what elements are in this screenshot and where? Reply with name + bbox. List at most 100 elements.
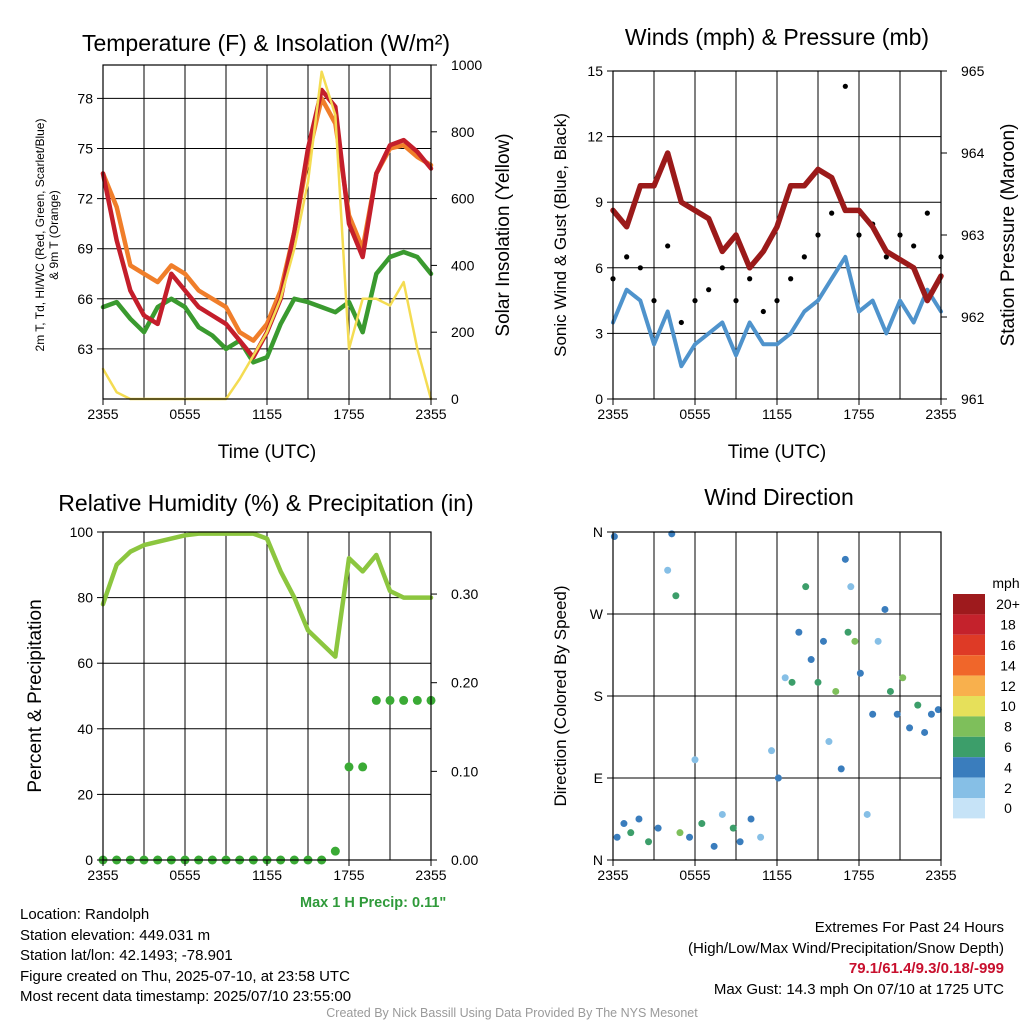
insolation-y-axis-label: Solar Insolation (Yellow) — [493, 133, 514, 336]
direction-point — [654, 824, 662, 832]
winds-panel: Winds (mph) & Pressure (mb) 2355 0555 1155… — [551, 24, 1019, 463]
y-tick-label: 9 — [595, 194, 603, 210]
x-tick-label: 2355 — [597, 867, 628, 883]
x-tick-label: 2355 — [925, 867, 956, 883]
x-tick-label: 2355 — [87, 867, 118, 883]
direction-point — [668, 530, 676, 538]
temperature-panel: Temperature (F) & Insolation (W/m²) 2355… — [33, 30, 514, 463]
x-tick-label: 1755 — [843, 406, 874, 422]
y-tick-label: 12 — [587, 129, 603, 145]
colorbar-label: 10 — [1000, 698, 1016, 714]
x-tick-label: 1755 — [333, 406, 364, 422]
y2-tick-label: 962 — [961, 309, 985, 325]
temperature-y-axis-label-line1: 2m T, Td, HI/WC (Red, Green, Scarlet/Blu… — [33, 119, 47, 352]
extremes-subtitle: (High/Low/Max Wind/Precipitation/Snow De… — [688, 939, 1004, 957]
y2-tick-label: 961 — [961, 391, 985, 407]
winds-x-axis-label: Time (UTC) — [728, 442, 827, 463]
x-tick-label: 0555 — [169, 406, 200, 422]
y-tick-label: N — [593, 852, 603, 868]
y-tick-label: 69 — [77, 241, 93, 257]
gust-point — [678, 319, 684, 326]
colorbar-swatch — [953, 594, 985, 615]
direction-point — [886, 687, 894, 695]
direction-point — [676, 829, 684, 837]
direction-point — [921, 728, 929, 736]
colorbar-swatch — [953, 716, 985, 737]
extremes-title: Extremes For Past 24 Hours — [814, 919, 1004, 936]
direction-point — [620, 820, 628, 828]
gust-point — [624, 254, 630, 260]
x-tick-label: 1155 — [252, 406, 282, 422]
y2-tick-label: 965 — [961, 63, 985, 79]
precip-point — [330, 846, 340, 856]
y-tick-label: 40 — [77, 721, 93, 737]
y2-tick-label: 0.30 — [451, 586, 478, 602]
colorbar-swatch — [953, 696, 985, 717]
gust-point — [665, 243, 671, 249]
y-tick-label: 15 — [587, 63, 603, 79]
y-tick-label: 0 — [595, 391, 603, 407]
y2-tick-label: 0.10 — [451, 763, 478, 779]
direction-point — [610, 533, 618, 541]
rh-series — [100, 531, 434, 659]
x-tick-label: 2355 — [415, 406, 446, 422]
direction-point — [825, 738, 833, 746]
direction-point — [774, 774, 782, 782]
direction-point — [837, 765, 845, 773]
direction-point — [736, 838, 744, 846]
gust-point — [760, 308, 766, 315]
y-tick-label: 100 — [70, 524, 94, 540]
y2-tick-label: 200 — [451, 324, 475, 340]
colorbar-swatch — [953, 634, 985, 656]
precip-point — [412, 695, 422, 705]
wind-direction-panel-title: Wind Direction — [704, 484, 854, 510]
gust-point — [651, 298, 657, 304]
direction-point — [768, 747, 776, 755]
direction-point — [927, 710, 935, 718]
station-elevation: Station elevation: 449.031 m — [20, 926, 211, 944]
direction-point — [710, 842, 718, 850]
y-tick-label: 78 — [77, 90, 93, 106]
temperature-x-axis-label: Time (UTC) — [218, 442, 317, 463]
y2-tick-label: 0.00 — [451, 852, 478, 868]
colorbar-label: 6 — [1004, 739, 1012, 755]
figure-created: Figure created on Thu, 2025-07-10, at 23… — [20, 967, 350, 985]
extremes-info: Extremes For Past 24 Hours (High/Low/Max… — [688, 918, 1004, 1000]
y2-tick-label: 0.20 — [451, 675, 478, 691]
colorbar-label: 4 — [1004, 759, 1012, 775]
x-tick-label: 0555 — [679, 406, 710, 422]
y-tick-label: 6 — [595, 260, 603, 276]
y-tick-label: E — [594, 770, 603, 786]
direction-point — [698, 820, 706, 828]
gust-point — [788, 276, 794, 282]
station-latlon: Station lat/lon: 42.1493; -78.901 — [20, 947, 233, 964]
gust-point — [842, 83, 848, 89]
humidity-y-axis-label: Percent & Precipitation — [25, 599, 46, 792]
direction-point — [847, 583, 855, 591]
y-tick-label: 72 — [77, 191, 93, 207]
y-tick-label: 20 — [77, 786, 93, 802]
direction-point — [841, 555, 849, 563]
temperature-y-axis-label-line2: & 9m T (Orange) — [47, 190, 61, 280]
colorbar-swatch — [953, 614, 985, 635]
y-tick-label: 63 — [77, 341, 93, 357]
pressure-series — [610, 150, 944, 304]
direction-point — [914, 701, 922, 709]
direction-point — [627, 829, 635, 837]
gust-point — [733, 298, 739, 304]
gust-point — [801, 254, 807, 260]
max-gust: Max Gust: 14.3 mph On 07/10 at 1725 UTC — [713, 980, 1004, 998]
direction-point — [856, 669, 864, 677]
max-precip-annotation: Max 1 H Precip: 0.11" — [300, 895, 447, 911]
precip-point — [344, 762, 354, 772]
gust-point — [692, 298, 698, 304]
direction-point — [664, 566, 672, 574]
y-tick-label: N — [593, 524, 603, 540]
y-tick-label: 80 — [77, 590, 93, 606]
td-series — [100, 249, 434, 365]
direction-point — [747, 815, 755, 823]
humidity-panel: Relative Humidity (%) & Precipitation (i… — [25, 490, 478, 883]
y2-tick-label: 400 — [451, 257, 475, 273]
colorbar-label: 20+ — [996, 596, 1020, 612]
